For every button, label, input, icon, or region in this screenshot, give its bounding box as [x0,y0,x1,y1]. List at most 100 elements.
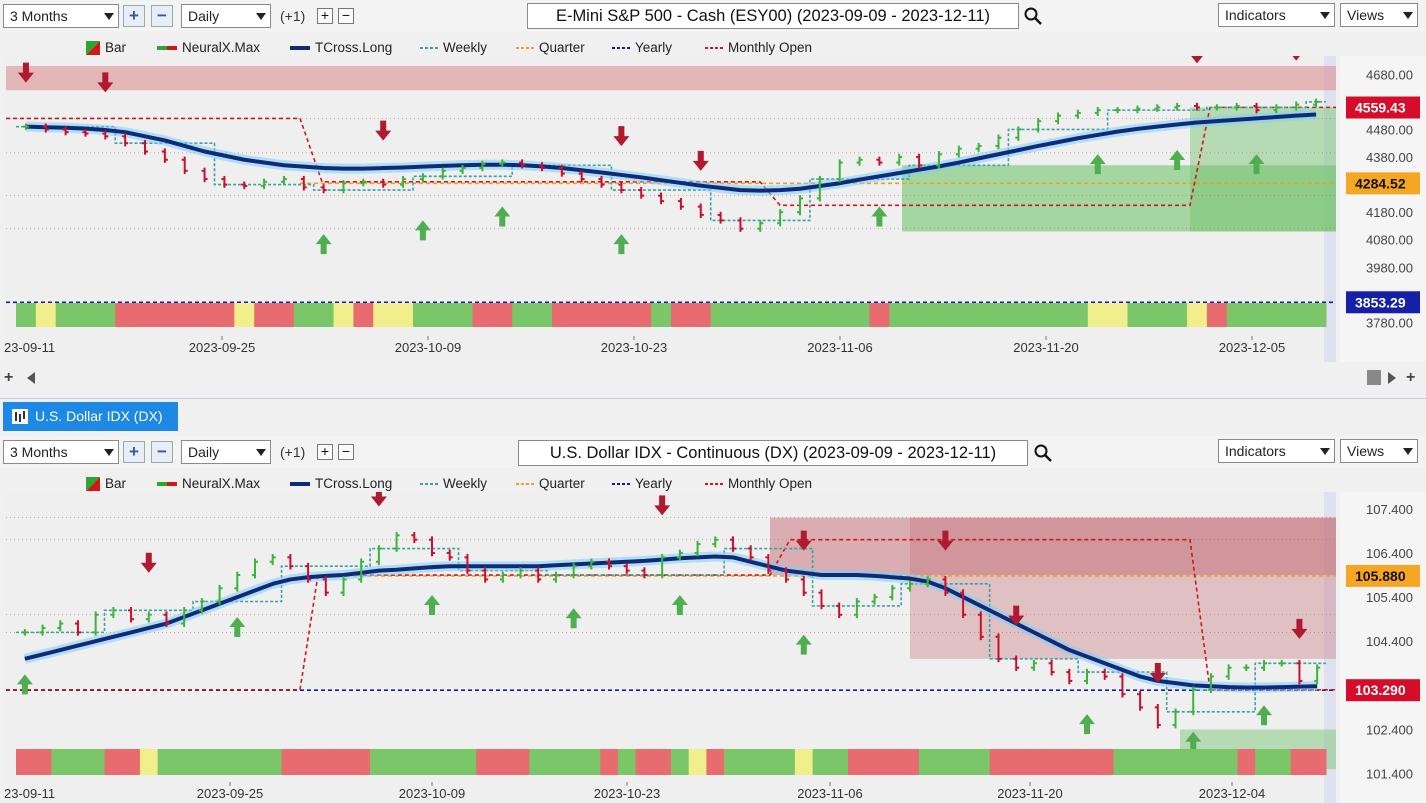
x-tick-label: 2023-11-20 [1013,340,1079,355]
legend-weekly[interactable]: Weekly [420,40,487,55]
neuralx-swatch-icon [157,481,177,486]
y-tick-label: 4180.00 [1366,205,1413,220]
scroll-thumb[interactable] [1367,370,1381,385]
legend-yearly[interactable]: Yearly [612,40,672,55]
legend-tcross-label: TCross.Long [315,476,393,491]
regime-cell [334,749,353,775]
regime-cell [929,303,950,327]
regime-cell [971,749,991,775]
legend-bar[interactable]: Bar [86,476,126,491]
regime-cell [551,303,573,327]
range-select[interactable]: 3 Months [3,4,119,28]
offset-minus-button[interactable]: − [338,8,354,24]
bottom-toolbar: 3 Months + − Daily (+1) + − U.S. Dollar … [0,436,1426,468]
sell-arrow-icon [1291,618,1308,639]
regime-cell [1272,749,1292,775]
chevron-down-icon [256,13,266,20]
views-select[interactable]: Views [1340,439,1418,463]
search-icon[interactable] [1024,7,1042,25]
indicators-select[interactable]: Indicators [1218,439,1335,463]
offset-minus-button[interactable]: − [338,444,354,460]
legend-tcross[interactable]: TCross.Long [290,40,392,55]
legend-bar[interactable]: Bar [86,40,126,55]
regime-cell [452,303,474,327]
legend-monthly[interactable]: Monthly Open [705,40,812,55]
buy-arrow-icon [414,220,431,241]
legend-quarter-label: Quarter [539,40,585,55]
regime-cell [299,749,318,775]
zoom-out-button[interactable]: − [151,5,173,27]
regime-cell [770,303,791,327]
x-tick-label: 2023-12-05 [1219,340,1286,355]
price-tag-label: 103.290 [1355,682,1406,698]
regime-cell [440,749,460,775]
regime-cell [69,749,88,775]
regime-cell [412,303,434,327]
chart-title: E-Mini S&P 500 - Cash (ESY00) (2023-09-0… [527,3,1019,29]
regime-cell [1237,749,1256,775]
buy-arrow-icon [613,234,630,255]
regime-cell [16,749,35,775]
regime-cell [883,749,902,775]
price-tag [1346,96,1420,119]
regime-cell [115,303,136,327]
interval-select[interactable]: Daily [181,4,271,28]
legend-yearly[interactable]: Yearly [612,476,672,491]
regime-cell [194,303,215,327]
buy-arrow-icon [1185,731,1202,752]
regime-cell [512,303,533,327]
legend-neuralx[interactable]: NeuralX.Max [157,40,260,55]
search-icon[interactable] [1034,444,1052,462]
buy-arrow-icon [671,594,688,615]
price-zone [902,165,1336,232]
regime-cell [706,749,725,775]
views-select[interactable]: Views [1340,3,1418,27]
legend-monthly[interactable]: Monthly Open [705,476,812,491]
zoom-in-button[interactable]: + [123,5,145,27]
x-tick-label: 2023-10-09 [395,340,462,355]
regime-cell [848,749,867,775]
y-tick-label: 4480.00 [1366,122,1413,137]
regime-cell [51,749,70,775]
legend-bar-label: Bar [105,40,127,55]
regime-cell [263,749,283,775]
y-tick-label: 4080.00 [1366,233,1413,248]
regime-cell [493,749,513,775]
weekly-swatch-icon [420,482,438,485]
buy-arrow-icon [871,206,888,227]
regime-cell [571,303,593,327]
range-select[interactable]: 3 Months [3,440,119,464]
regime-cell [405,749,424,775]
add-icon[interactable]: + [1406,369,1416,386]
regime-cell [254,303,275,327]
interval-select[interactable]: Daily [181,440,271,464]
legend-quarter[interactable]: Quarter [516,40,585,55]
dollar-index-chart[interactable]: 107.400 106.400 105.400 104.400 102.400 101.4… [0,492,1426,803]
sp500-chart[interactable]: 4680.00 4480.00 4380.00 4180.00 4080.00 3980.… [0,56,1426,362]
tab-us-dollar-idx[interactable]: U.S. Dollar IDX (DX) [3,402,178,431]
regime-cell [1206,303,1228,327]
legend-weekly-label: Weekly [443,40,488,55]
chart-tab-icon [12,409,28,424]
scroll-right-icon[interactable] [1388,372,1396,384]
offset-plus-button[interactable]: + [317,444,333,460]
zoom-out-button[interactable]: − [151,441,173,463]
chevron-down-icon [1403,12,1413,19]
legend-neuralx[interactable]: NeuralX.Max [157,476,260,491]
offset-plus-button[interactable]: + [317,8,333,24]
regime-cell [724,749,743,775]
expand-icon[interactable]: + [4,369,14,386]
indicators-select[interactable]: Indicators [1218,3,1335,27]
regime-cell [1060,749,1079,775]
legend-weekly[interactable]: Weekly [420,476,487,491]
legend-tcross[interactable]: TCross.Long [290,476,392,491]
regime-cell [968,303,990,327]
legend-neuralx-label: NeuralX.Max [182,476,261,491]
scroll-left-icon[interactable] [27,372,35,384]
y-tick-label: 4380.00 [1366,150,1413,165]
regime-cell [86,749,106,775]
legend-quarter[interactable]: Quarter [516,476,585,491]
regime-cell [901,749,920,775]
zoom-in-button[interactable]: + [123,441,145,463]
y-tick-label: 3780.00 [1366,315,1413,330]
